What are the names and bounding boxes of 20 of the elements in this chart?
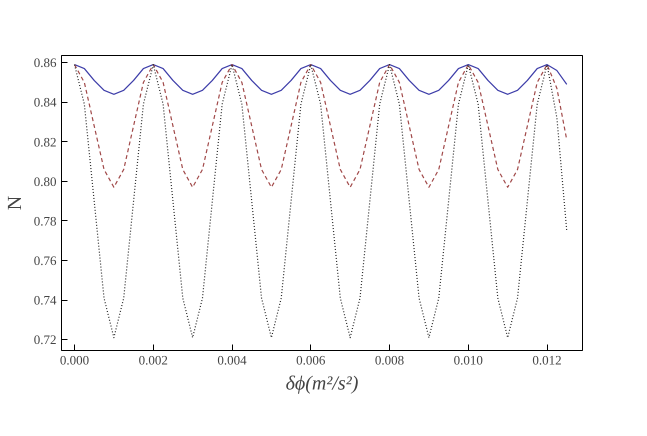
x-tick-label: 0.000 [60,352,90,368]
y-tick-label: 0.86 [34,55,57,70]
y-tick-label: 0.72 [34,332,56,348]
line-series [74,64,568,95]
y-tick-label: 0.78 [34,213,56,228]
x-tick-label: 0.004 [217,352,248,368]
x-tick-label: 0.010 [454,352,483,368]
y-tick-label: 0.84 [34,94,57,110]
y-tick-label: 0.76 [34,252,57,268]
x-tick-label: 0.006 [296,352,326,368]
y-axis-title: N [4,196,26,210]
x-axis-title: δϕ(m²/s²) [286,372,359,394]
y-tick-label: 0.82 [34,134,56,150]
x-tick-label: 0.008 [374,352,404,368]
line-series [74,64,568,188]
y-tick-label: 0.80 [34,174,56,189]
x-tick-label: 0.012 [532,352,562,368]
y-tick-label: 0.74 [34,292,57,308]
line-series [74,64,568,338]
x-tick-label: 0.002 [138,352,168,368]
